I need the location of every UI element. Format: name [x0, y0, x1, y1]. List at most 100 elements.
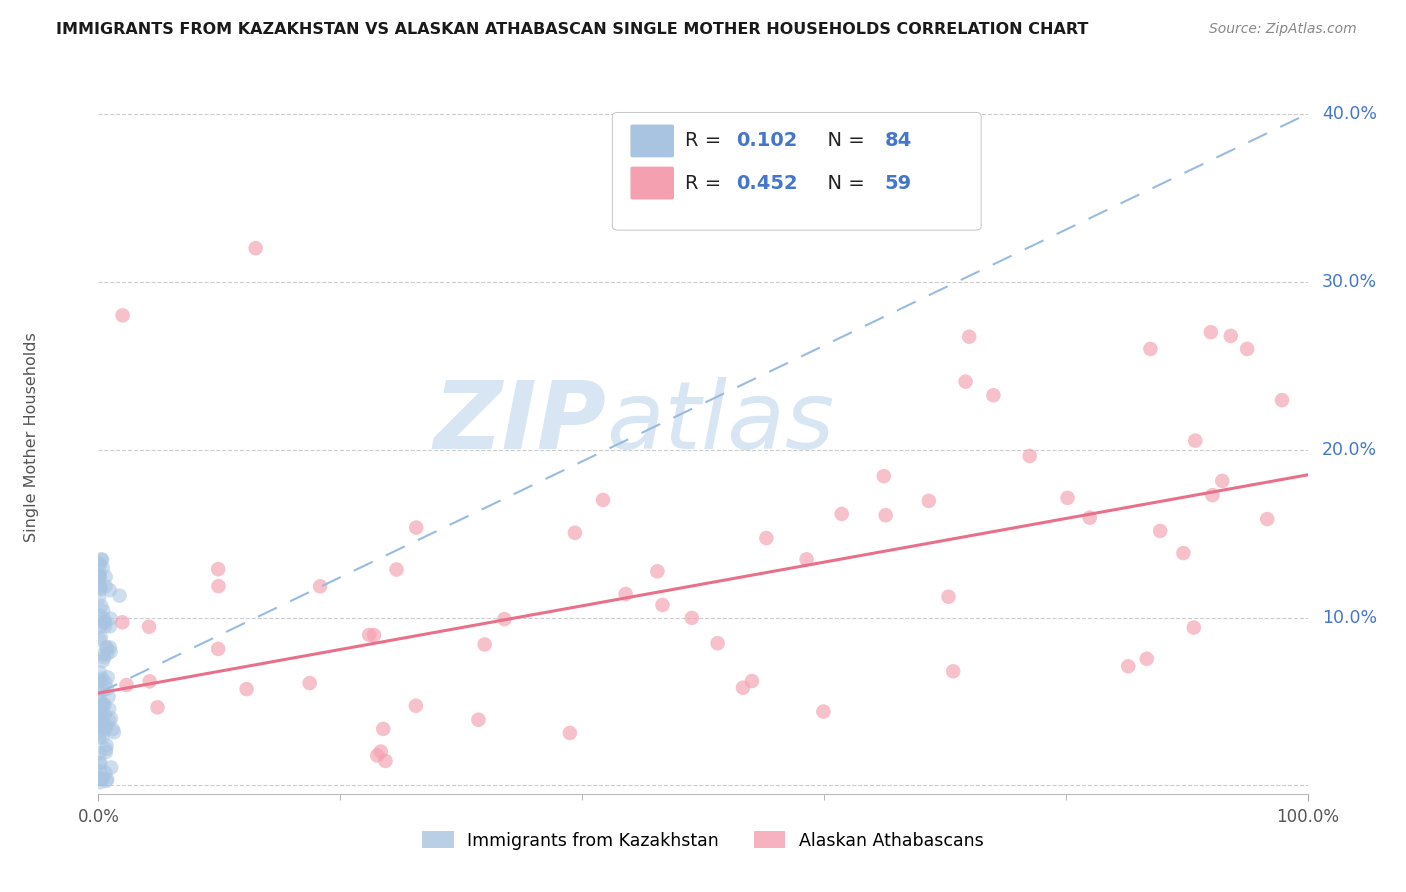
- Text: N =: N =: [815, 131, 872, 151]
- Point: [373, 722, 395, 736]
- Point: [93, 697, 115, 711]
- Point: [98, 619, 121, 633]
- Point: [374, 754, 396, 768]
- Point: [1184, 434, 1206, 448]
- Point: [1056, 491, 1078, 505]
- Point: [592, 492, 614, 507]
- Point: [96, 719, 118, 733]
- Text: R =: R =: [685, 131, 727, 151]
- Point: [108, 589, 131, 603]
- FancyBboxPatch shape: [613, 112, 981, 230]
- Point: [94, 742, 117, 756]
- Point: [91, 654, 114, 668]
- Point: [89, 731, 111, 745]
- Point: [90, 582, 112, 596]
- Point: [97, 690, 120, 704]
- Point: [89, 673, 111, 688]
- Text: 84: 84: [884, 131, 911, 151]
- Point: [91, 672, 114, 686]
- Point: [138, 620, 160, 634]
- Point: [87, 591, 110, 605]
- Point: [96, 739, 118, 753]
- Point: [103, 725, 125, 739]
- Point: [111, 615, 134, 630]
- Point: [89, 709, 111, 723]
- Point: [97, 670, 120, 684]
- Point: [91, 730, 114, 744]
- Point: [1149, 524, 1171, 538]
- Point: [359, 628, 381, 642]
- Point: [89, 690, 111, 704]
- Point: [1139, 342, 1161, 356]
- Point: [207, 579, 229, 593]
- Point: [651, 598, 673, 612]
- Point: [94, 615, 117, 630]
- Text: ZIP: ZIP: [433, 376, 606, 469]
- Point: [96, 640, 118, 654]
- Point: [90, 631, 112, 645]
- Point: [89, 775, 111, 789]
- Point: [558, 726, 581, 740]
- Point: [101, 722, 124, 736]
- Point: [366, 748, 388, 763]
- Point: [89, 608, 111, 623]
- Point: [1078, 510, 1101, 524]
- FancyBboxPatch shape: [630, 125, 673, 157]
- Point: [494, 612, 516, 626]
- Point: [91, 712, 114, 726]
- Point: [93, 612, 115, 626]
- Point: [87, 692, 110, 706]
- Point: [94, 570, 117, 584]
- Point: [90, 599, 112, 613]
- Point: [89, 707, 111, 722]
- Point: [96, 641, 118, 656]
- Text: IMMIGRANTS FROM KAZAKHSTAN VS ALASKAN ATHABASCAN SINGLE MOTHER HOUSEHOLDS CORREL: IMMIGRANTS FROM KAZAKHSTAN VS ALASKAN AT…: [56, 22, 1088, 37]
- Point: [207, 641, 229, 656]
- Point: [875, 508, 897, 523]
- Point: [89, 558, 111, 573]
- Point: [1173, 546, 1195, 560]
- Point: [90, 716, 112, 731]
- Point: [385, 562, 408, 576]
- Point: [93, 720, 115, 734]
- Point: [89, 746, 111, 760]
- Point: [564, 525, 586, 540]
- Point: [90, 713, 112, 727]
- Point: [309, 579, 332, 593]
- Point: [813, 705, 835, 719]
- Point: [831, 507, 853, 521]
- Point: [614, 587, 637, 601]
- Point: [98, 714, 121, 728]
- Point: [146, 700, 169, 714]
- Point: [91, 553, 114, 567]
- Point: [100, 711, 122, 725]
- Point: [100, 612, 122, 626]
- Point: [91, 682, 114, 697]
- Point: [1236, 342, 1258, 356]
- Point: [647, 564, 669, 578]
- Text: 0.102: 0.102: [735, 131, 797, 151]
- Point: [89, 581, 111, 595]
- Point: [235, 682, 257, 697]
- Text: 10.0%: 10.0%: [1322, 608, 1378, 626]
- Point: [731, 681, 754, 695]
- Point: [89, 756, 111, 770]
- Point: [138, 674, 160, 689]
- Point: [91, 772, 114, 786]
- Point: [96, 681, 118, 696]
- Point: [1271, 393, 1294, 408]
- Point: [91, 648, 114, 662]
- Point: [96, 647, 118, 661]
- Point: [1182, 621, 1205, 635]
- Point: [89, 764, 111, 778]
- Point: [1201, 488, 1223, 502]
- Point: [681, 611, 703, 625]
- Point: [94, 675, 117, 690]
- Point: [89, 726, 111, 740]
- Text: 20.0%: 20.0%: [1322, 441, 1378, 458]
- Point: [89, 569, 111, 583]
- Point: [93, 615, 115, 630]
- Point: [207, 562, 229, 576]
- Point: [873, 469, 896, 483]
- Point: [90, 756, 112, 770]
